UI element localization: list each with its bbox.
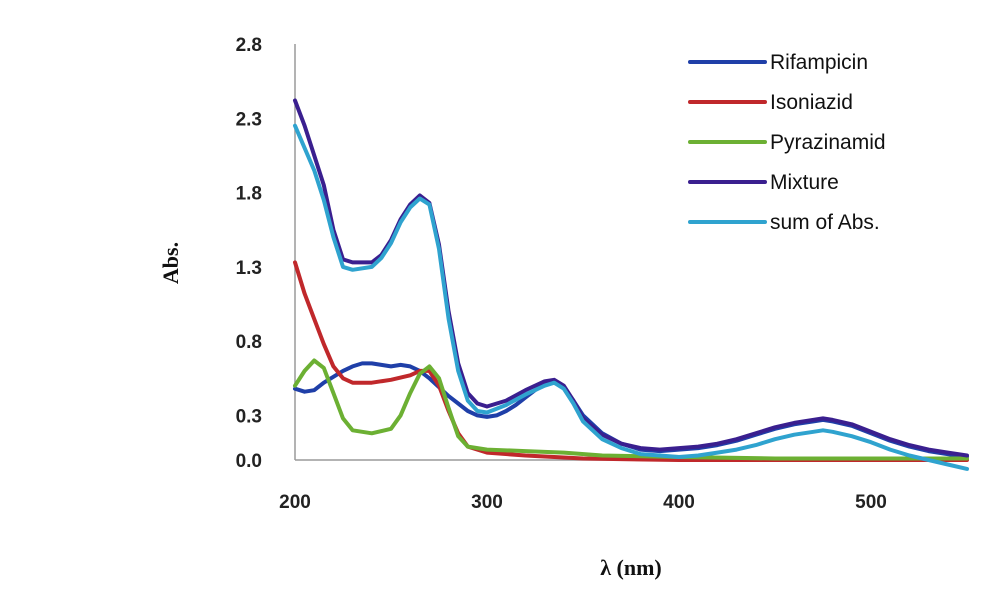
y-tick-label: 0.3 xyxy=(236,406,262,427)
y-tick-labels: 0.0 0.3 0.8 1.3 1.8 2.3 2.8 xyxy=(236,35,262,472)
axes xyxy=(294,44,967,461)
y-tick-label: 1.8 xyxy=(236,184,262,205)
series-line-pyrazinamid xyxy=(293,358,969,461)
x-tick-label: 200 xyxy=(279,492,311,513)
x-tick-label: 300 xyxy=(471,492,503,513)
legend-label-sum-of-abs: sum of Abs. xyxy=(770,211,880,234)
y-tick-label: 2.8 xyxy=(236,35,262,56)
y-axis-title: Abs. xyxy=(158,242,183,284)
legend-label-mixture: Mixture xyxy=(770,171,839,194)
x-tick-labels: 200 300 400 500 xyxy=(279,492,887,513)
x-tick-label: 500 xyxy=(855,492,887,513)
series-line-sum-of-abs xyxy=(293,123,969,471)
series-line-mixture xyxy=(293,98,969,458)
x-tick-label: 400 xyxy=(663,492,695,513)
y-tick-label: 0.8 xyxy=(236,332,262,353)
legend-label-isoniazid: Isoniazid xyxy=(770,91,853,114)
y-tick-label: 1.3 xyxy=(236,258,262,279)
y-tick-label: 2.3 xyxy=(236,109,262,130)
series-lines xyxy=(293,98,969,471)
legend-label-pyrazinamid: Pyrazinamid xyxy=(770,131,886,154)
series-line-isoniazid xyxy=(293,260,969,462)
legend-label-rifampicin: Rifampicin xyxy=(770,51,868,74)
x-axis-title: λ (nm) xyxy=(600,555,662,580)
y-tick-label: 0.0 xyxy=(236,451,262,472)
legend: Rifampicin Isoniazid Pyrazinamid Mixture sum… xyxy=(688,51,886,234)
